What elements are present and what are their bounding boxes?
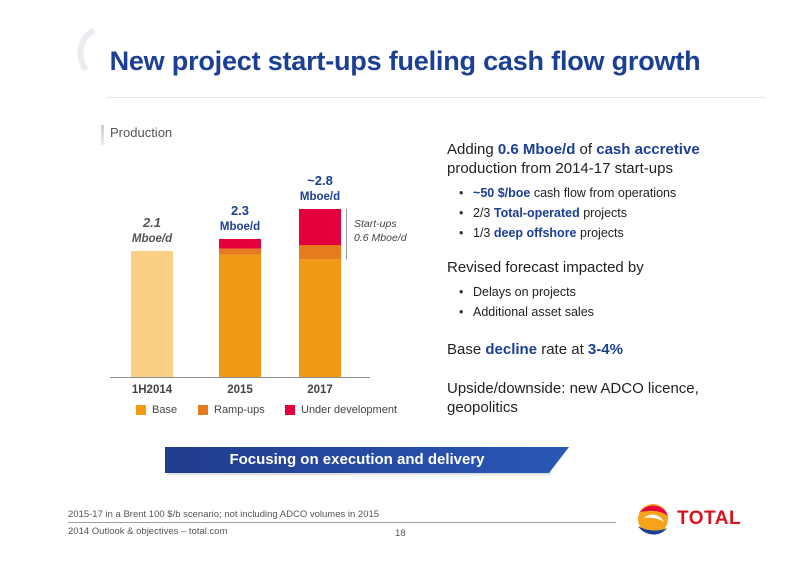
total-value-label: 2.1 xyxy=(142,215,161,230)
startups-subpoints: ~50 $/boe cash flow from operations 2/3 … xyxy=(447,183,767,243)
startups-annotation-line1: Start-ups xyxy=(354,218,397,230)
category-label: 1H2014 xyxy=(132,384,173,396)
legend-item-ramp-ups: Ramp-ups xyxy=(198,404,265,416)
title-accent-mark xyxy=(77,28,96,72)
logo-wordmark: TOTAL xyxy=(677,508,742,529)
point-base-decline: Base decline rate at 3-4% xyxy=(447,341,623,358)
total-unit-label: Mboe/d xyxy=(132,233,173,245)
title-divider xyxy=(106,97,766,98)
legend-label-under-development: Under development xyxy=(301,404,398,416)
legend-swatch-under-development xyxy=(285,405,295,415)
footnote: 2015-17 in a Brent 100 $/b scenario; not… xyxy=(68,509,380,520)
legend-item-under-development: Under development xyxy=(285,404,397,416)
slide-title: New project start-ups fueling cash flow … xyxy=(109,46,701,76)
subpoint-cash-flow: ~50 $/boe cash flow from operations xyxy=(459,183,767,203)
point-upside-downside: Upside/downside: new ADCO licence, geopo… xyxy=(447,380,699,416)
point-startups: Adding 0.6 Mboe/d of cash accretive prod… xyxy=(447,141,700,177)
bar-1h2014-base xyxy=(131,251,173,377)
production-chart: 2.1 Mboe/d 1H2014 2.3 Mboe/d 2015 ~2.8 Mboe/d 20… xyxy=(110,173,408,396)
startups-annotation-line2: 0.6 Mboe/d xyxy=(354,232,408,244)
forecast-subpoints: Delays on projects Additional asset sale… xyxy=(447,282,767,322)
subpoint-total-operated: 2/3 Total-operated projects xyxy=(459,203,767,223)
section-bar xyxy=(101,125,104,145)
execution-banner: Focusing on execution and delivery xyxy=(165,447,549,473)
legend-swatch-ramp-ups xyxy=(198,405,208,415)
footer-text: 2014 Outlook & objectives – total.com xyxy=(68,526,228,537)
total-value-label: 2.3 xyxy=(231,203,249,218)
category-label: 2015 xyxy=(227,384,253,396)
bar-2017-ramp-ups xyxy=(299,245,341,260)
total-unit-label: Mboe/d xyxy=(300,191,340,203)
point-revised-forecast: Revised forecast impacted by xyxy=(447,259,644,276)
subpoint-asset-sales: Additional asset sales xyxy=(459,302,767,322)
subpoint-deep-offshore: 1/3 deep offshore projects xyxy=(459,223,767,243)
bar-2015-ramp-ups xyxy=(219,248,261,255)
key-points: Adding 0.6 Mboe/d of cash accretive prod… xyxy=(447,140,767,417)
footer-divider xyxy=(68,522,616,523)
total-logo-icon xyxy=(638,504,668,535)
section-label: Production xyxy=(110,125,173,140)
page-number: 18 xyxy=(395,528,406,539)
subpoint-delays: Delays on projects xyxy=(459,282,767,302)
banner-wedge xyxy=(549,447,569,473)
bar-2015-under-development xyxy=(219,239,261,249)
bar-2015-base xyxy=(219,254,261,377)
bar-2017-base xyxy=(299,259,341,377)
total-unit-label: Mboe/d xyxy=(220,221,260,233)
legend-label-ramp-ups: Ramp-ups xyxy=(214,404,265,416)
legend-item-base: Base xyxy=(136,404,177,416)
category-label: 2017 xyxy=(307,384,333,396)
legend-label-base: Base xyxy=(152,404,178,416)
legend-swatch-base xyxy=(136,405,146,415)
total-value-label: ~2.8 xyxy=(307,173,333,188)
bar-2017-under-development xyxy=(299,209,341,245)
